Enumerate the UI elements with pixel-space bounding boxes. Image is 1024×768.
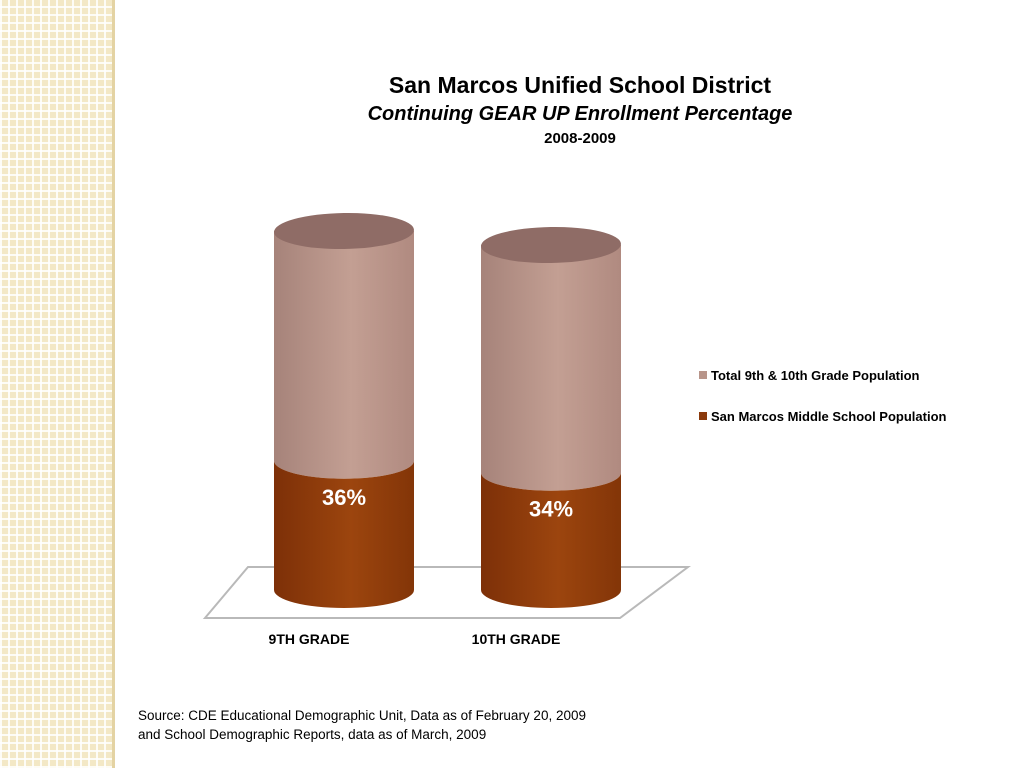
category-label-2: 10TH GRADE — [472, 631, 561, 647]
chart-title: San Marcos Unified School District — [388, 72, 772, 98]
category-label-1: 9TH GRADE — [269, 631, 350, 647]
data-label-1: 36% — [322, 485, 366, 510]
bar-total-2 — [481, 245, 621, 491]
legend-swatch-total — [699, 371, 707, 379]
bar-group-1 — [274, 212, 414, 608]
data-label-2: 34% — [529, 497, 573, 522]
bar-total-1 — [274, 231, 414, 479]
chart-year: 2008-2009 — [544, 130, 616, 147]
chart-titles: San Marcos Unified School District Conti… — [250, 70, 910, 150]
bar-segment-1 — [274, 460, 414, 608]
side-divider — [112, 0, 115, 768]
source-line-1: Source: CDE Educational Demographic Unit… — [138, 708, 586, 723]
legend-label-middle-school: San Marcos Middle School Population — [711, 408, 947, 424]
legend-item-total: Total 9th & 10th Grade Population — [699, 366, 946, 384]
legend-label-total: Total 9th & 10th Grade Population — [711, 367, 920, 383]
bar-top-cap-1 — [274, 212, 414, 250]
bar-top-cap-2 — [481, 226, 621, 264]
legend-item-middle-school: San Marcos Middle School Population — [699, 407, 946, 425]
decorative-side-pattern — [0, 0, 112, 768]
legend: Total 9th & 10th Grade Population San Ma… — [699, 366, 946, 448]
bar-segment-2 — [481, 472, 621, 608]
source-note: Source: CDE Educational Demographic Unit… — [138, 706, 586, 744]
legend-swatch-middle-school — [699, 412, 707, 420]
chart-subtitle: Continuing GEAR UP Enrollment Percentage — [367, 103, 793, 125]
source-line-2: and School Demographic Reports, data as … — [138, 727, 487, 742]
bar-group-2 — [481, 226, 621, 608]
